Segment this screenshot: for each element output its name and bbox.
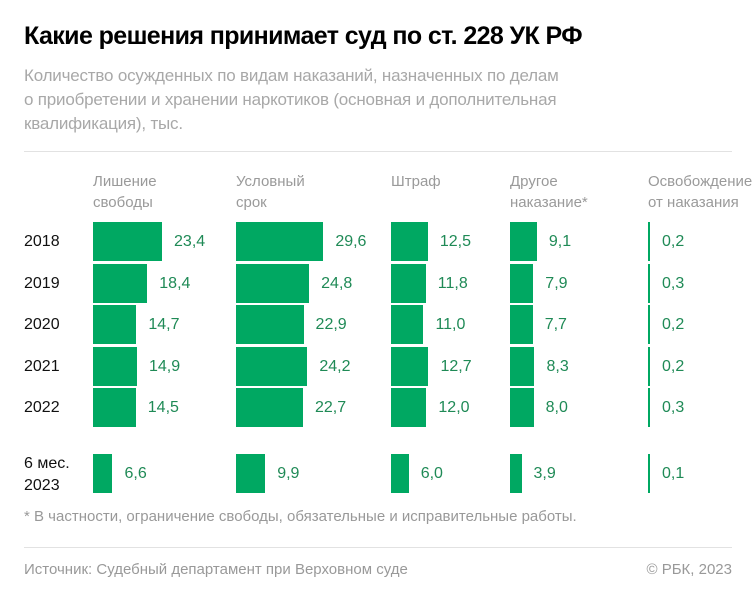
value-label: 14,7 <box>148 316 180 333</box>
category-label: 2018 <box>24 233 60 250</box>
value-label: 0,2 <box>662 316 685 333</box>
bar <box>236 305 304 344</box>
bar <box>93 222 163 261</box>
value-label: 0,1 <box>662 465 685 482</box>
value-label: 8,0 <box>545 399 568 416</box>
bar <box>648 264 650 303</box>
chart-subtitle-line: Количество осужденных по видам наказаний… <box>24 66 559 85</box>
bar <box>93 388 136 427</box>
value-label: 0,2 <box>662 233 685 250</box>
value-label: 22,7 <box>314 399 347 416</box>
value-label: 12,5 <box>439 233 472 250</box>
bar <box>236 347 308 386</box>
bar <box>648 454 650 493</box>
bar <box>93 305 137 344</box>
value-label: 9,1 <box>548 233 572 250</box>
bar <box>648 305 650 344</box>
bar <box>510 305 533 344</box>
value-label: 0,2 <box>662 358 685 375</box>
column-header: срок <box>236 194 267 211</box>
column-header: Условный <box>236 173 305 190</box>
bar <box>236 454 266 493</box>
bar <box>391 454 409 493</box>
bar <box>236 222 324 261</box>
value-label: 12,7 <box>440 358 472 375</box>
category-label: 2023 <box>24 477 60 494</box>
value-label: 11,0 <box>435 316 466 333</box>
value-label: 7,9 <box>545 275 568 292</box>
bar <box>510 347 535 386</box>
column-header: от наказания <box>648 194 739 211</box>
chart-title: Какие решения принимает суд по ст. 228 У… <box>24 22 583 50</box>
value-label: 6,0 <box>420 465 443 482</box>
value-label: 14,9 <box>148 358 181 375</box>
column-header: Штраф <box>391 173 441 190</box>
bar <box>648 388 650 427</box>
value-label: 24,2 <box>319 358 351 375</box>
bar <box>391 264 426 303</box>
bar <box>510 222 537 261</box>
bar <box>391 305 424 344</box>
bar <box>236 388 303 427</box>
chart-subtitle-line: квалификация), тыс. <box>24 114 183 133</box>
category-label: 2019 <box>24 275 60 292</box>
column-header: Освобождение <box>648 173 753 190</box>
column-header: Другое <box>510 173 558 190</box>
value-label: 23,4 <box>174 233 206 250</box>
bar <box>236 264 310 303</box>
divider <box>24 151 732 152</box>
category-label: 6 мес. <box>24 455 70 472</box>
bar <box>391 347 429 386</box>
bar <box>648 222 650 261</box>
value-label: 0,3 <box>662 399 685 416</box>
value-label: 14,5 <box>147 399 179 416</box>
category-label: 2022 <box>24 399 60 416</box>
value-label: 7,7 <box>544 316 567 333</box>
value-label: 11,8 <box>437 275 468 292</box>
value-label: 29,6 <box>335 233 367 250</box>
category-label: 2021 <box>24 358 60 375</box>
copyright: © РБК, 2023 <box>646 561 732 578</box>
value-label: 24,8 <box>321 275 353 292</box>
category-label: 2020 <box>24 316 60 333</box>
value-label: 0,3 <box>662 275 685 292</box>
value-label: 12,0 <box>438 399 470 416</box>
divider <box>24 547 732 548</box>
source: Источник: Судебный департамент при Верхо… <box>24 561 408 578</box>
footnote: * В частности, ограничение свободы, обяз… <box>24 508 577 525</box>
value-label: 3,9 <box>533 465 556 482</box>
bar <box>648 347 650 386</box>
bar <box>391 222 428 261</box>
chart-subtitle-line: о приобретении и хранении наркотиков (ос… <box>24 90 557 109</box>
bar <box>391 388 427 427</box>
value-label: 8,3 <box>546 358 569 375</box>
value-label: 18,4 <box>159 275 191 292</box>
column-header: Лишение <box>93 173 157 190</box>
column-header: наказание* <box>510 194 588 211</box>
value-label: 6,6 <box>124 465 147 482</box>
bar <box>93 347 137 386</box>
bar <box>93 264 148 303</box>
bar <box>93 454 113 493</box>
value-label: 22,9 <box>315 316 347 333</box>
bar <box>510 454 522 493</box>
bar <box>510 264 534 303</box>
value-label: 9,9 <box>277 465 300 482</box>
bar <box>510 388 534 427</box>
column-header: свободы <box>93 194 153 211</box>
